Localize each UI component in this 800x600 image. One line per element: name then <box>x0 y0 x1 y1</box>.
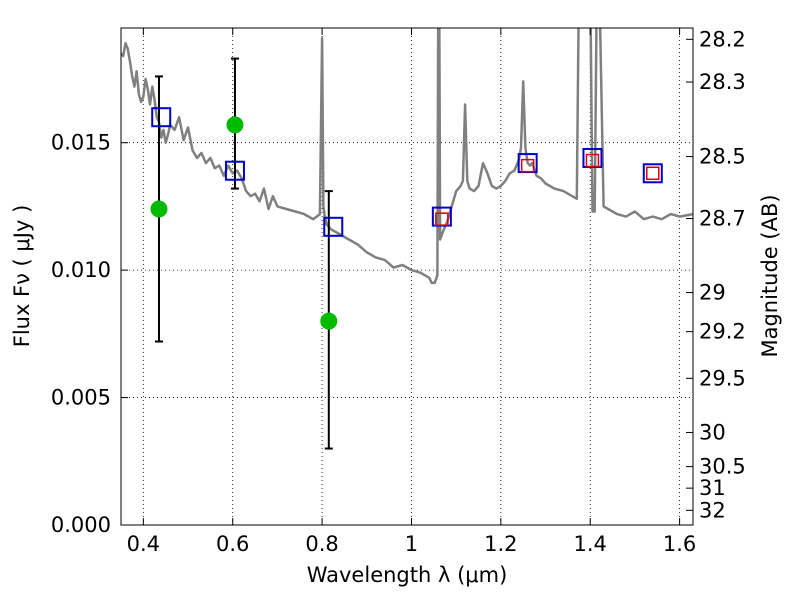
observed-point <box>150 200 168 218</box>
model-photometry-red-square <box>585 153 600 168</box>
model-photometry-blue-square <box>323 216 344 237</box>
x-tick-label: 0.8 <box>305 532 338 556</box>
grid-lines <box>121 28 693 526</box>
plot-frame <box>120 27 694 526</box>
mag-tick-label: 29.2 <box>699 320 746 344</box>
x-tick-label: 1 <box>405 532 418 556</box>
model-photometry-red-square <box>646 166 660 181</box>
right-axis-label: Magnitude (AB) <box>758 194 782 357</box>
data-series <box>121 28 693 450</box>
y-tick-label: 0.000 <box>51 513 111 537</box>
axis-ticks: 0.4 0.6 0.8 1 1.2 1.4 1.6 0.000 0.005 0.010 0.015 2… <box>51 27 746 556</box>
mag-tick-label: 30.5 <box>699 455 746 479</box>
y-tick-label: 0.005 <box>51 386 111 410</box>
mag-tick-label: 32 <box>699 498 726 522</box>
mag-tick-label: 28.5 <box>699 145 746 169</box>
x-tick-label: 1.6 <box>663 532 696 556</box>
mag-tick-label: 29.5 <box>699 366 746 390</box>
y-tick-label: 0.015 <box>51 131 111 155</box>
model-photometry-blue-square <box>151 107 172 128</box>
model-photometry-blue-square <box>642 163 663 184</box>
model-photometry-red-square <box>435 212 449 226</box>
mag-tick-label: 30 <box>699 420 726 444</box>
observed-point <box>226 116 244 134</box>
model-photometry-red-square <box>520 158 535 173</box>
model-spectrum-line <box>121 28 693 285</box>
y-axis-label: Flux Fν ( μJy ) <box>10 205 34 348</box>
x-axis-label: Wavelength λ (μm) <box>307 563 508 587</box>
x-tick-label: 0.4 <box>127 532 160 556</box>
model-photometry-blue-square <box>224 160 245 181</box>
mag-tick-label: 28.2 <box>699 27 746 51</box>
x-tick-label: 1.2 <box>484 532 517 556</box>
y-tick-label: 0.010 <box>51 258 111 282</box>
x-tick-label: 0.6 <box>216 532 249 556</box>
mag-tick-label: 31 <box>699 476 726 500</box>
mag-tick-label: 28.3 <box>699 70 746 94</box>
mag-tick-label: 29 <box>699 281 726 305</box>
mag-tick-label: 28.7 <box>699 207 746 231</box>
x-tick-label: 1.4 <box>574 532 607 556</box>
observed-point <box>320 312 338 330</box>
